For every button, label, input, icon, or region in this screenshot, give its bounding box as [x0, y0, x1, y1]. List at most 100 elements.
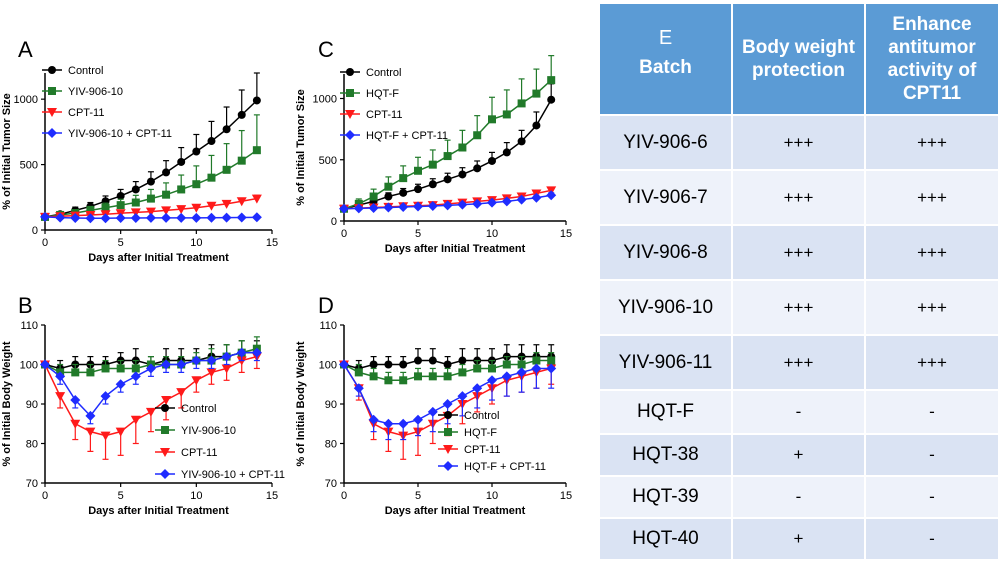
data-point [221, 199, 232, 209]
legend-marker [345, 130, 355, 140]
data-point [162, 168, 171, 177]
data-point [473, 131, 482, 140]
cell-batch: YIV-906-11 [598, 334, 733, 391]
data-point [176, 205, 187, 215]
legend-label: YIV-906-10 + CPT-11 [181, 469, 285, 481]
panel-label-e: E [658, 27, 673, 49]
cell-enhance: +++ [864, 224, 1000, 281]
legend-marker [443, 461, 453, 471]
data-point [472, 198, 483, 209]
data-point [161, 359, 172, 370]
data-point [192, 180, 201, 189]
panel-label: C [318, 37, 334, 62]
legend-label: Control [464, 410, 499, 422]
data-point [487, 375, 497, 386]
data-point [191, 376, 202, 386]
data-point [55, 371, 66, 382]
x-tick-label: 5 [118, 237, 124, 249]
y-tick-label: 80 [325, 439, 337, 451]
cell-batch: HQT-F [598, 389, 733, 435]
table-row: HQT-40 + - [598, 517, 1000, 561]
data-point [115, 212, 126, 223]
data-point [86, 368, 95, 377]
data-point [414, 185, 422, 194]
y-tick-label: 0 [331, 216, 337, 228]
table-row: YIV-906-6 +++ +++ [598, 114, 1000, 171]
data-point [100, 391, 111, 402]
data-point [457, 391, 468, 402]
data-point [501, 371, 512, 382]
cell-batch: HQT-40 [598, 517, 733, 561]
data-point [399, 360, 408, 369]
data-point [251, 347, 262, 358]
legend-label: HQT-F [464, 427, 497, 439]
series-hqt-f [340, 352, 556, 385]
data-point [191, 203, 202, 213]
data-point [252, 146, 261, 155]
cell-body: +++ [731, 169, 866, 226]
table-header-row: E Batch Body weight protection Enhance a… [598, 2, 1000, 116]
header-batch: E Batch [598, 2, 733, 116]
legend-marker [346, 68, 354, 76]
data-point [70, 395, 81, 406]
y-tick-label: 110 [20, 320, 38, 332]
chart-panel-b: B 0 5 10 15 70 80 90 100 110 Days after Initial Tr… [1, 293, 285, 517]
legend-marker [443, 445, 453, 454]
data-point [86, 206, 95, 215]
cell-batch: HQT-38 [598, 433, 733, 477]
data-point [383, 418, 394, 429]
data-point [368, 203, 379, 214]
legend-marker [444, 428, 452, 436]
y-tick-label: 1000 [313, 94, 337, 106]
batch-table: E Batch Body weight protection Enhance a… [598, 2, 1000, 561]
data-point [85, 427, 96, 437]
x-axis-title: Days after Initial Treatment [385, 505, 526, 517]
data-point [131, 198, 140, 207]
x-tick-label: 15 [560, 228, 572, 240]
x-tick-label: 10 [486, 228, 498, 240]
data-point [131, 185, 140, 194]
data-point [427, 406, 438, 417]
data-point [442, 200, 453, 211]
data-point [531, 192, 542, 203]
x-tick-label: 10 [486, 490, 498, 502]
y-tick-label: 80 [26, 439, 38, 451]
cell-enhance: - [864, 433, 1000, 477]
data-point [501, 196, 512, 207]
legend-marker [160, 448, 170, 457]
data-point [71, 368, 80, 377]
data-point [488, 364, 496, 373]
data-point [414, 356, 422, 365]
data-point [442, 399, 453, 409]
header-body-weight: Body weight protection [731, 2, 866, 116]
table-row: YIV-906-11 +++ +++ [598, 334, 1000, 391]
series-cpt-11 [40, 194, 262, 222]
data-point [532, 89, 541, 98]
data-point [177, 185, 186, 194]
legend-marker [160, 469, 170, 479]
data-point [100, 213, 111, 224]
cell-body: +++ [731, 279, 866, 336]
data-point [532, 121, 541, 130]
data-point [443, 360, 452, 369]
legend-marker [161, 404, 169, 412]
data-point [488, 156, 496, 165]
legend-marker [345, 110, 355, 119]
series-yiv-906-10-cpt-11 [40, 211, 262, 224]
panel-label: D [318, 293, 334, 318]
cell-enhance: +++ [864, 334, 1000, 391]
data-point [207, 173, 216, 182]
data-point [177, 157, 186, 166]
cell-enhance: +++ [864, 169, 1000, 226]
data-point [516, 194, 527, 205]
data-point [398, 418, 409, 429]
y-tick-label: 100 [319, 360, 337, 372]
data-point [399, 174, 408, 183]
data-point [414, 166, 422, 175]
legend: Control YIV-906-10 CPT-11 YIV-906-10 + CPT-… [155, 403, 285, 481]
cell-batch: HQT-39 [598, 475, 733, 519]
table-row: YIV-906-10 +++ +++ [598, 279, 1000, 336]
data-point [369, 360, 378, 369]
cell-body: +++ [731, 224, 866, 281]
series-control [340, 83, 556, 213]
